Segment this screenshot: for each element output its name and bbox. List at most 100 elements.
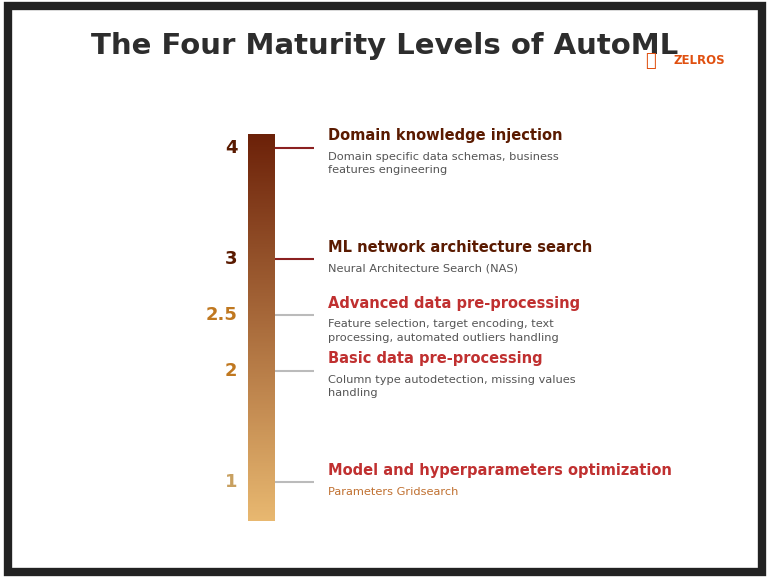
Bar	[248, 194, 275, 195]
Bar	[248, 293, 275, 294]
Bar	[248, 162, 275, 164]
Bar	[248, 327, 275, 328]
Bar	[248, 201, 275, 203]
Bar	[248, 338, 275, 339]
Bar	[248, 409, 275, 410]
Bar	[248, 234, 275, 235]
Bar	[248, 369, 275, 370]
Bar	[248, 444, 275, 445]
Bar	[248, 186, 275, 187]
Bar	[248, 489, 275, 490]
Bar	[248, 292, 275, 293]
Bar	[248, 334, 275, 336]
Bar	[248, 391, 275, 392]
Bar	[248, 200, 275, 202]
Bar	[248, 249, 275, 250]
Bar	[248, 243, 275, 244]
Bar	[248, 151, 275, 153]
Bar	[248, 426, 275, 427]
Bar	[248, 394, 275, 395]
Bar	[248, 141, 275, 142]
Text: 2.5: 2.5	[206, 306, 238, 324]
Bar	[248, 472, 275, 473]
Bar	[248, 214, 275, 216]
Bar	[248, 497, 275, 498]
Bar	[248, 321, 275, 323]
Bar	[248, 240, 275, 242]
Bar	[248, 250, 275, 252]
Bar	[248, 480, 275, 481]
Bar	[248, 512, 275, 513]
Bar	[248, 320, 275, 321]
Bar	[248, 350, 275, 351]
Bar	[248, 349, 275, 350]
Bar	[248, 309, 275, 310]
Bar	[248, 410, 275, 412]
Bar	[248, 427, 275, 428]
Text: Advanced data pre-processing: Advanced data pre-processing	[328, 295, 581, 310]
Bar	[248, 376, 275, 377]
Bar	[248, 446, 275, 448]
Text: ZELROS: ZELROS	[674, 54, 725, 67]
Bar	[248, 347, 275, 349]
Bar	[248, 253, 275, 254]
Bar	[248, 493, 275, 494]
Bar	[248, 471, 275, 472]
Bar	[248, 227, 275, 228]
Bar	[248, 313, 275, 315]
Bar	[248, 258, 275, 260]
Bar	[248, 302, 275, 303]
Bar	[248, 458, 275, 460]
Bar	[248, 192, 275, 194]
Bar	[248, 441, 275, 443]
Bar	[248, 451, 275, 453]
Bar	[248, 137, 275, 138]
Bar	[248, 146, 275, 147]
Bar	[248, 221, 275, 222]
Bar	[248, 467, 275, 468]
Bar	[248, 388, 275, 390]
Bar	[248, 421, 275, 422]
Bar	[248, 490, 275, 491]
Bar	[248, 312, 275, 314]
Bar	[248, 361, 275, 362]
Bar	[248, 317, 275, 319]
Bar	[248, 246, 275, 248]
Bar	[248, 485, 275, 487]
Bar	[248, 422, 275, 423]
Bar	[248, 205, 275, 206]
Bar	[248, 190, 275, 191]
Bar	[248, 346, 275, 347]
Bar	[248, 445, 275, 446]
Bar	[248, 447, 275, 449]
Bar	[248, 479, 275, 480]
Bar	[248, 255, 275, 257]
Bar	[248, 275, 275, 276]
Bar	[248, 267, 275, 269]
Bar	[248, 171, 275, 172]
Text: ML network architecture search: ML network architecture search	[328, 240, 592, 255]
Bar	[248, 175, 275, 176]
Bar	[248, 244, 275, 245]
Bar	[248, 372, 275, 373]
Bar	[248, 183, 275, 185]
Bar	[248, 204, 275, 205]
Bar	[248, 223, 275, 225]
Bar	[248, 271, 275, 272]
Bar	[248, 158, 275, 159]
Bar	[248, 431, 275, 432]
Bar	[248, 261, 275, 262]
Bar	[248, 266, 275, 267]
Bar	[248, 473, 275, 475]
Bar	[248, 386, 275, 387]
Bar	[248, 440, 275, 441]
Bar	[248, 242, 275, 243]
Bar	[248, 429, 275, 431]
Bar	[248, 397, 275, 399]
Bar	[248, 344, 275, 346]
Text: Parameters Gridsearch: Parameters Gridsearch	[328, 487, 459, 497]
Bar	[248, 153, 275, 154]
Bar	[248, 491, 275, 493]
Bar	[248, 225, 275, 226]
Bar	[248, 506, 275, 507]
